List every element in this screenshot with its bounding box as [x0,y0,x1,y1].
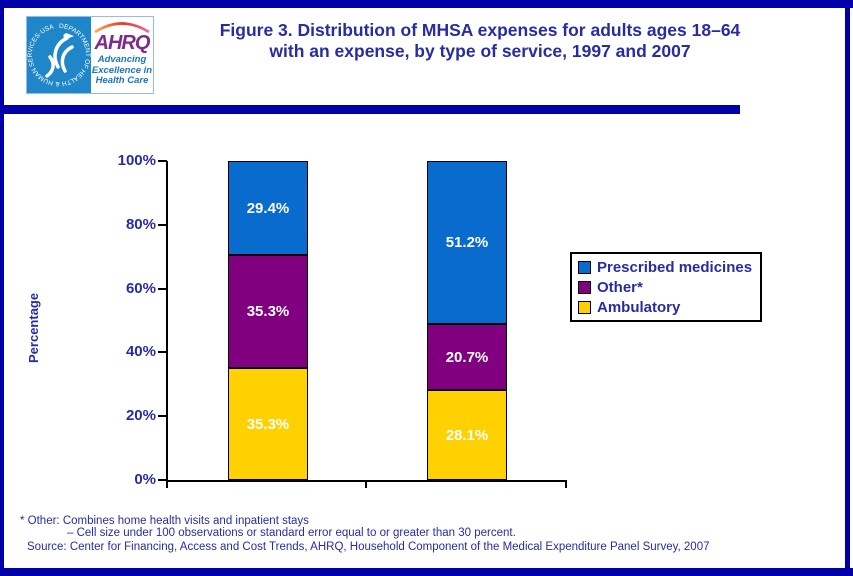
y-tick-mark [158,479,167,481]
bar-2007-segment-prescribed-medicines: 51.2% [427,161,507,324]
segment-value-label: 51.2% [445,234,489,251]
chart-legend: Prescribed medicines Other* Ambulatory [570,252,762,322]
y-tick-mark [158,415,167,417]
segment-value-label: 35.3% [246,303,290,320]
y-tick-label-0: 0% [134,471,156,488]
y-tick-mark [158,288,167,290]
y-tick-label-60: 60% [125,280,156,297]
bar-2007: 51.2% 20.7% 28.1% [427,161,507,480]
page-border-right [845,0,850,576]
bar-1997-segment-ambulatory: 35.3% [228,368,308,480]
y-tick-label-20: 20% [125,407,156,424]
segment-value-label: 20.7% [445,348,489,366]
tagline-line3: Health Care [95,75,149,86]
y-tick-mark [158,160,167,162]
segment-value-label: 35.3% [246,415,290,433]
legend-swatch-purple [578,280,591,294]
legend-item-ambulatory: Ambulatory [572,297,760,317]
bar-1997-segment-other: 35.3% [228,255,308,368]
y-tick-label-40: 40% [125,343,156,360]
legend-label: Prescribed medicines [597,258,753,276]
y-tick-mark [158,351,167,353]
tagline-line2: Excellence in [91,64,153,76]
segment-value-label: 28.1% [445,426,489,444]
x-axis-line [166,480,567,482]
y-axis-title: Percentage [26,292,41,364]
svg-text:DEPARTMENT OF HEALTH & HUMAN S: DEPARTMENT OF HEALTH & HUMAN SERVICES·US… [27,23,91,87]
bar-2007-segment-ambulatory: 28.1% [427,390,507,480]
legend-item-prescribed-medicines: Prescribed medicines [572,257,760,277]
hhs-eagle-icon: DEPARTMENT OF HEALTH & HUMAN SERVICES·US… [27,17,91,93]
bar-1997: 29.4% 35.3% 35.3% [228,161,308,480]
bar-2007-segment-other: 20.7% [427,324,507,390]
y-tick-mark [158,224,167,226]
legend-label: Other* [597,278,643,296]
page-border-bottom [0,568,853,576]
y-tick-label-100: 100% [117,152,156,169]
ahrq-tagline: Advancing Excellence in Health Care [91,54,153,87]
hhs-ring-text: DEPARTMENT OF HEALTH & HUMAN SERVICES·US… [27,23,91,87]
footnote-source: Source: Center for Financing, Access and… [27,541,710,553]
figure-title: Figure 3. Distribution of MHSA expenses … [150,20,810,62]
y-tick-label-80: 80% [125,216,156,233]
figure-title-line2: with an expense, by type of service, 199… [269,41,691,61]
footnote-other-definition: * Other: Combines home health visits and… [20,515,309,527]
x-tick-mark [565,482,567,488]
ahrq-hhs-logo: DEPARTMENT OF HEALTH & HUMAN SERVICES·US… [26,16,154,94]
ahrq-wordmark: AHRQ [94,32,151,54]
legend-swatch-yellow [578,300,591,314]
page-border-left [0,0,4,576]
tagline-line1: Advancing [97,54,147,65]
header-divider-rule [0,105,740,114]
rainbow-arc-icon [94,22,150,33]
x-tick-mark [166,482,168,488]
ahrq-logo-panel: AHRQ Advancing Excellence in Health Care [91,17,153,93]
legend-item-other: Other* [572,277,760,297]
legend-label: Ambulatory [597,298,681,316]
segment-value-label: 29.4% [246,199,290,217]
page-border-top [0,0,853,8]
legend-swatch-blue [578,260,591,274]
figure-title-line1: Figure 3. Distribution of MHSA expenses … [219,20,741,40]
bar-1997-segment-prescribed-medicines: 29.4% [228,161,308,255]
x-tick-mark [365,482,367,488]
footnote-cell-size: – Cell size under 100 observations or st… [67,527,516,539]
y-axis-line [166,161,168,481]
